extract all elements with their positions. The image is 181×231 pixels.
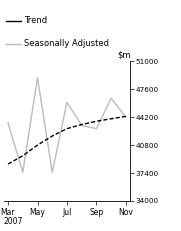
Text: Seasonally Adjusted: Seasonally Adjusted [24, 39, 109, 48]
Text: $m: $m [117, 51, 130, 60]
Text: Trend: Trend [24, 16, 47, 25]
Text: 2007: 2007 [4, 217, 23, 226]
